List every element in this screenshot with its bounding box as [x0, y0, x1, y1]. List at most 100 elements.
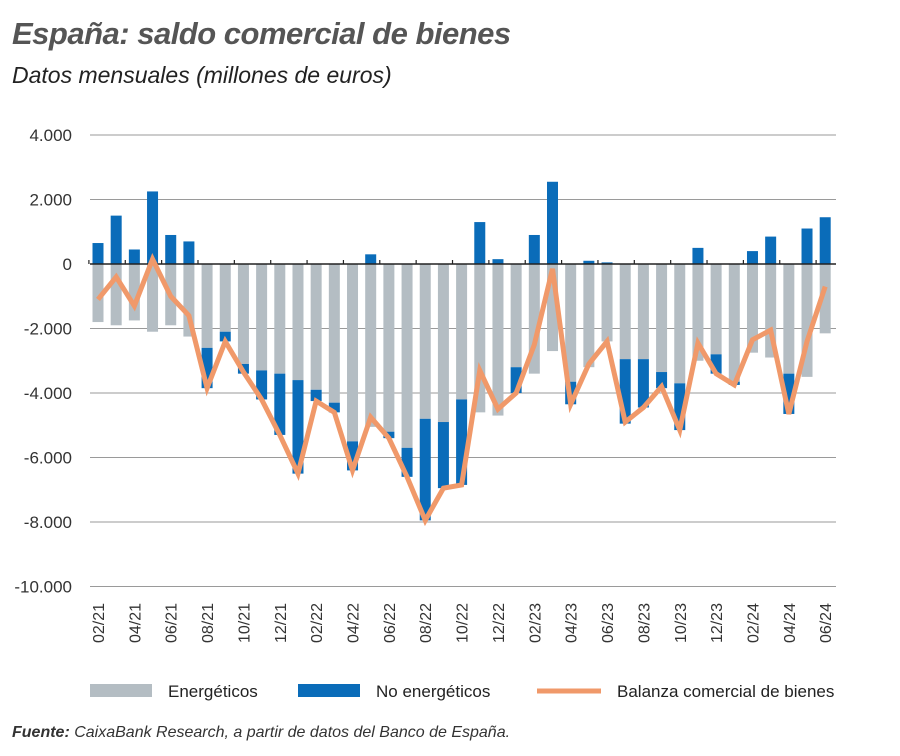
x-tick-label: 10/22: [455, 603, 472, 643]
bar-energeticos: [347, 264, 359, 442]
bar-energeticos: [674, 264, 686, 384]
bar-no-energeticos: [456, 399, 468, 485]
bar-energeticos: [565, 264, 577, 382]
bar-energeticos: [492, 264, 504, 416]
bar-no-energeticos: [547, 181, 558, 264]
bar-energeticos: [474, 264, 486, 413]
bar-energeticos: [237, 264, 249, 364]
chart-subtitle: Datos mensuales (millones de euros): [12, 62, 392, 88]
bar-energeticos: [710, 264, 722, 355]
bar-no-energeticos: [274, 373, 286, 435]
x-tick-label: 04/23: [564, 603, 581, 643]
bar-energeticos: [692, 264, 704, 361]
bar-no-energeticos: [692, 247, 704, 264]
bar-no-energeticos: [674, 383, 686, 431]
bar-energeticos: [383, 264, 395, 432]
bar-energeticos: [583, 264, 595, 368]
bar-no-energeticos: [637, 359, 649, 408]
bar-no-energeticos: [492, 259, 504, 264]
bar-energeticos: [328, 264, 340, 403]
bar-energeticos: [110, 264, 122, 326]
x-tick-label: 08/23: [636, 603, 653, 643]
bar-energeticos: [437, 264, 449, 423]
bar-no-energeticos: [819, 217, 831, 264]
bar-no-energeticos: [110, 215, 122, 264]
bar-no-energeticos: [656, 372, 668, 389]
bar-energeticos: [510, 264, 522, 368]
bar-energeticos: [547, 264, 558, 352]
x-tick-label: 06/22: [382, 603, 399, 643]
bar-no-energeticos: [292, 380, 304, 474]
y-tick-label: 2.000: [29, 191, 72, 210]
bar-no-energeticos: [619, 359, 631, 424]
y-tick-label: -2.000: [24, 320, 72, 339]
bar-no-energeticos: [128, 249, 140, 264]
bar-no-energeticos: [310, 389, 322, 402]
x-tick-label: 02/21: [91, 603, 108, 643]
bar-no-energeticos: [92, 243, 104, 264]
source-label: Fuente:: [12, 724, 70, 741]
bar-no-energeticos: [510, 367, 522, 393]
bar-no-energeticos: [347, 441, 359, 471]
bar-energeticos: [310, 264, 322, 390]
bar-energeticos: [419, 264, 431, 419]
chart-title: España: saldo comercial de bienes: [12, 16, 511, 51]
bar-energeticos: [528, 264, 540, 374]
bar-energeticos: [201, 264, 213, 348]
x-tick-label: 02/23: [527, 603, 544, 643]
y-tick-label: -6.000: [24, 449, 72, 468]
x-tick-label: 06/21: [164, 603, 181, 643]
legend-label: Energéticos: [168, 682, 258, 701]
bar-energeticos: [147, 264, 159, 332]
y-tick-label: 4.000: [29, 126, 72, 145]
bar-no-energeticos: [183, 241, 195, 264]
bar-energeticos: [183, 264, 195, 337]
x-tick-label: 12/21: [273, 603, 290, 643]
bar-energeticos: [365, 264, 377, 427]
x-tick-label: 02/24: [745, 603, 762, 643]
x-tick-label: 04/21: [127, 603, 144, 643]
y-tick-label: -4.000: [24, 384, 72, 403]
x-tick-label: 06/24: [818, 603, 835, 643]
bar-energeticos: [728, 264, 740, 382]
bar-energeticos: [637, 264, 649, 360]
x-tick-label: 10/21: [236, 603, 253, 643]
bar-energeticos: [801, 264, 813, 377]
bar-no-energeticos: [328, 402, 340, 413]
bar-energeticos: [292, 264, 304, 381]
x-tick-label: 08/21: [200, 603, 217, 643]
bar-no-energeticos: [147, 191, 159, 264]
bar-energeticos: [219, 264, 231, 332]
bar-no-energeticos: [437, 422, 449, 489]
bar-no-energeticos: [601, 262, 613, 264]
x-tick-label: 04/22: [346, 603, 363, 643]
bar-no-energeticos: [419, 418, 431, 521]
y-tick-label: -10.000: [14, 578, 72, 597]
bar-energeticos: [619, 264, 631, 360]
bar-energeticos: [92, 264, 104, 323]
bar-no-energeticos: [401, 447, 413, 477]
bar-no-energeticos: [583, 260, 595, 264]
bar-energeticos: [783, 264, 795, 374]
source-note: Fuente: CaixaBank Research, a partir de …: [12, 724, 510, 742]
bar-no-energeticos: [256, 370, 268, 400]
bar-no-energeticos: [165, 234, 177, 264]
x-tick-label: 06/23: [600, 603, 617, 643]
bar-energeticos: [256, 264, 268, 371]
x-tick-label: 12/22: [491, 603, 508, 643]
bar-energeticos: [274, 264, 286, 374]
bar-energeticos: [128, 264, 140, 321]
bar-no-energeticos: [201, 347, 213, 389]
bar-no-energeticos: [765, 236, 777, 264]
x-tick-label: 02/22: [309, 603, 326, 643]
y-tick-label: -8.000: [24, 513, 72, 532]
legend-swatch: [90, 684, 152, 697]
bar-no-energeticos: [801, 228, 813, 264]
bar-no-energeticos: [528, 234, 540, 264]
bar-no-energeticos: [746, 251, 758, 264]
x-tick-label: 10/23: [673, 603, 690, 643]
bar-energeticos: [601, 264, 613, 342]
bar-no-energeticos: [365, 254, 377, 264]
bar-no-energeticos: [474, 222, 486, 264]
